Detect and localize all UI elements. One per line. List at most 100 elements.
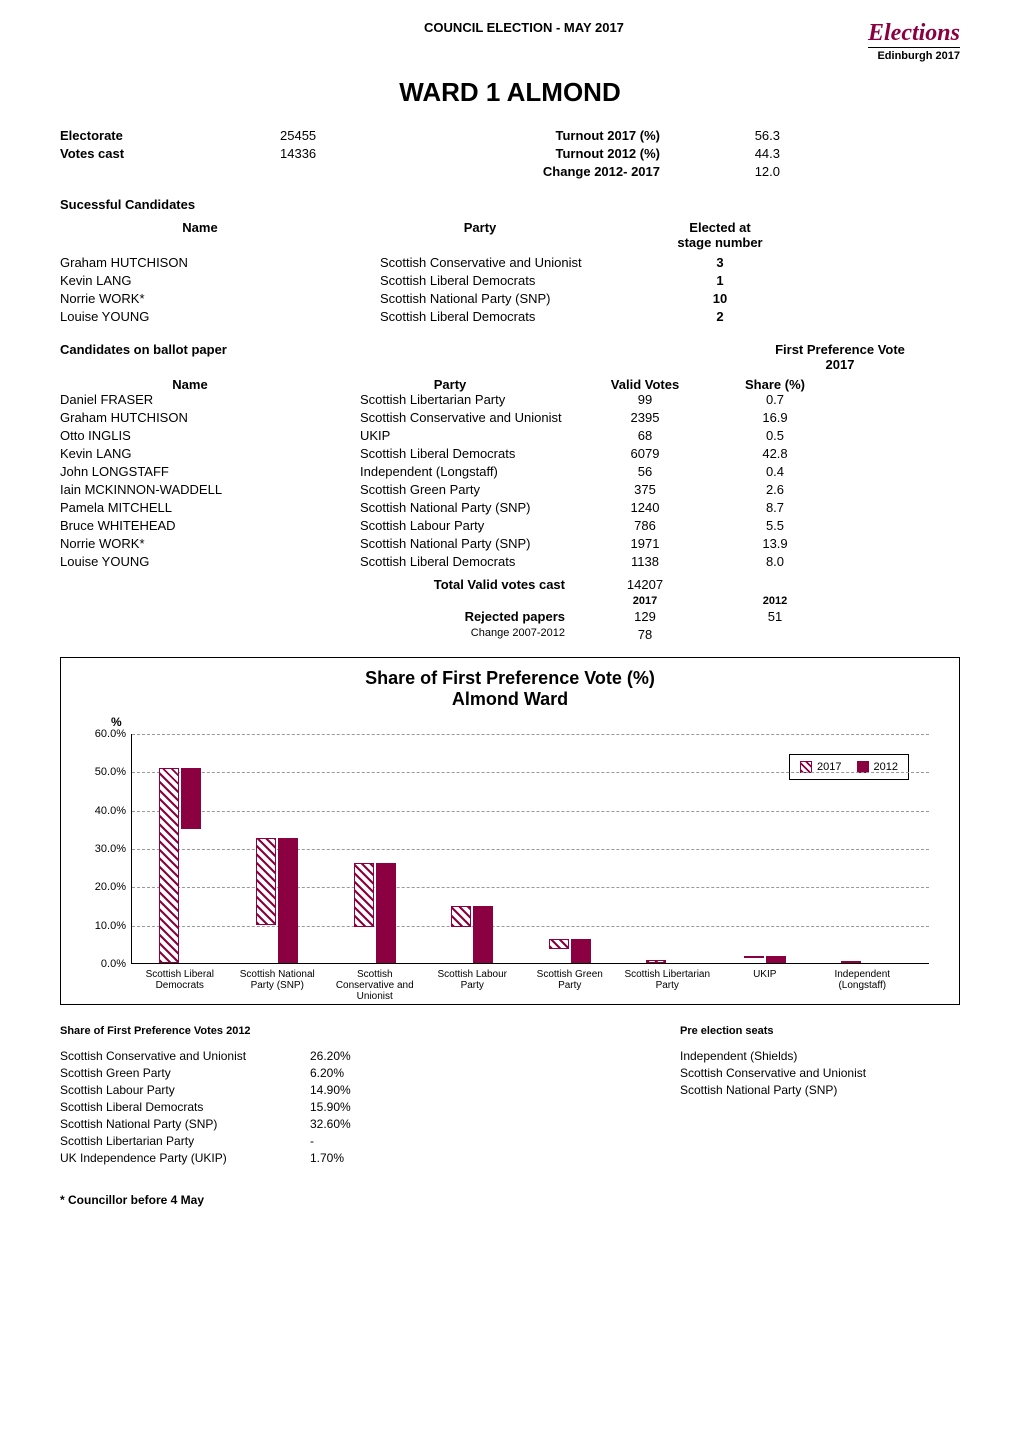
candidate-name: Norrie WORK* bbox=[60, 291, 340, 306]
candidate-votes: 2395 bbox=[580, 410, 710, 425]
candidate-party: Scottish Conservative and Unionist bbox=[320, 410, 580, 425]
bar-group bbox=[646, 960, 666, 963]
party-share: 26.20% bbox=[310, 1049, 390, 1063]
candidate-stage: 3 bbox=[620, 255, 820, 270]
share-2012-heading: Share of First Preference Votes 2012 bbox=[60, 1025, 640, 1037]
total-value: 14207 bbox=[580, 577, 710, 592]
candidate-party: Scottish Liberal Democrats bbox=[320, 554, 580, 569]
table-row: Pamela MITCHELL Scottish National Party … bbox=[60, 500, 960, 515]
x-label: Scottish Liberal Democrats bbox=[135, 969, 225, 991]
party-name: Scottish National Party (SNP) bbox=[60, 1117, 310, 1131]
bar-group bbox=[159, 768, 201, 963]
x-label: Independent (Longstaff) bbox=[817, 969, 907, 991]
candidate-share: 5.5 bbox=[710, 518, 840, 533]
ballot-table: First Preference Vote 2017 Name Party Va… bbox=[60, 377, 960, 642]
table-row: Scottish Liberal Democrats 15.90% bbox=[60, 1100, 640, 1114]
table-row: Norrie WORK* Scottish National Party (SN… bbox=[60, 291, 960, 306]
bh-votes: Valid Votes bbox=[580, 377, 710, 392]
y-tick: 0.0% bbox=[101, 958, 126, 970]
candidate-party: Scottish Liberal Democrats bbox=[320, 446, 580, 461]
bar-2012 bbox=[473, 906, 493, 963]
candidate-share: 2.6 bbox=[710, 482, 840, 497]
y-tick: 10.0% bbox=[95, 920, 126, 932]
candidate-votes: 99 bbox=[580, 392, 710, 407]
bar-group bbox=[549, 939, 591, 963]
sc-col-stage: Elected at stage number bbox=[620, 220, 820, 250]
legend-box-2017-icon bbox=[800, 761, 812, 773]
sc-col-party: Party bbox=[340, 220, 620, 250]
party-name: Scottish Labour Party bbox=[60, 1083, 310, 1097]
party-share: 15.90% bbox=[310, 1100, 390, 1114]
candidate-share: 0.4 bbox=[710, 464, 840, 479]
legend-2017: 2017 bbox=[800, 761, 841, 773]
chart-title-2: Almond Ward bbox=[71, 689, 949, 710]
candidate-votes: 68 bbox=[580, 428, 710, 443]
candidate-share: 8.7 bbox=[710, 500, 840, 515]
table-row: Scottish Conservative and Unionist 26.20… bbox=[60, 1049, 640, 1063]
x-label: Scottish Labour Party bbox=[427, 969, 517, 991]
candidate-votes: 56 bbox=[580, 464, 710, 479]
bar-2017 bbox=[549, 939, 569, 949]
turnout-2012-label: Turnout 2012 (%) bbox=[460, 146, 660, 161]
candidate-share: 0.5 bbox=[710, 428, 840, 443]
party-name: Scottish Liberal Democrats bbox=[60, 1100, 310, 1114]
bar-group bbox=[451, 906, 493, 963]
list-item: Scottish Conservative and Unionist bbox=[680, 1066, 960, 1080]
bar-2012 bbox=[766, 956, 786, 963]
candidate-name: Louise YOUNG bbox=[60, 554, 320, 569]
electorate-label: Electorate bbox=[60, 128, 280, 143]
candidate-party: Scottish Conservative and Unionist bbox=[340, 255, 620, 270]
fp-label: First Preference Vote 2017 bbox=[740, 342, 940, 372]
change-rejected-label: Change 2007-2012 bbox=[60, 627, 580, 642]
chart-area: 0.0%10.0%20.0%30.0%40.0%50.0%60.0% 2017 … bbox=[131, 734, 929, 994]
candidate-party: Independent (Longstaff) bbox=[320, 464, 580, 479]
candidate-share: 13.9 bbox=[710, 536, 840, 551]
table-row: Louise YOUNG Scottish Liberal Democrats … bbox=[60, 554, 960, 569]
list-item: Scottish National Party (SNP) bbox=[680, 1083, 960, 1097]
chart-title-1: Share of First Preference Vote (%) bbox=[71, 668, 949, 689]
bar-2017 bbox=[451, 906, 471, 927]
rejected-2017: 129 bbox=[580, 609, 710, 624]
table-row: Kevin LANG Scottish Liberal Democrats 60… bbox=[60, 446, 960, 461]
bh-name: Name bbox=[60, 377, 320, 392]
logo-main: Elections bbox=[868, 20, 960, 47]
party-name: UK Independence Party (UKIP) bbox=[60, 1151, 310, 1165]
table-row: Graham HUTCHISON Scottish Conservative a… bbox=[60, 255, 960, 270]
pre-election-heading: Pre election seats bbox=[680, 1025, 960, 1037]
candidate-party: Scottish National Party (SNP) bbox=[320, 500, 580, 515]
candidate-name: Kevin LANG bbox=[60, 273, 340, 288]
bh-share: Share (%) bbox=[710, 377, 840, 392]
y-tick: 20.0% bbox=[95, 881, 126, 893]
party-name: Scottish Green Party bbox=[60, 1066, 310, 1080]
bar-2012 bbox=[181, 768, 201, 829]
y-tick: 30.0% bbox=[95, 843, 126, 855]
candidate-votes: 6079 bbox=[580, 446, 710, 461]
candidate-name: Graham HUTCHISON bbox=[60, 410, 320, 425]
bar-group bbox=[744, 956, 786, 963]
party-share: 1.70% bbox=[310, 1151, 390, 1165]
bar-2012 bbox=[571, 939, 591, 963]
bar-2012 bbox=[376, 863, 396, 963]
table-row: Louise YOUNG Scottish Liberal Democrats … bbox=[60, 309, 960, 324]
table-row: Scottish Labour Party 14.90% bbox=[60, 1083, 640, 1097]
bh-party: Party bbox=[320, 377, 580, 392]
candidate-name: Pamela MITCHELL bbox=[60, 500, 320, 515]
candidate-share: 42.8 bbox=[710, 446, 840, 461]
candidate-stage: 2 bbox=[620, 309, 820, 324]
total-label: Total Valid votes cast bbox=[60, 577, 580, 592]
table-row: Scottish National Party (SNP) 32.60% bbox=[60, 1117, 640, 1131]
candidate-votes: 375 bbox=[580, 482, 710, 497]
candidate-name: John LONGSTAFF bbox=[60, 464, 320, 479]
bar-group bbox=[256, 838, 298, 963]
council-title: COUNCIL ELECTION - MAY 2017 bbox=[180, 20, 868, 35]
candidate-votes: 1240 bbox=[580, 500, 710, 515]
x-label: Scottish National Party (SNP) bbox=[232, 969, 322, 991]
candidate-votes: 1971 bbox=[580, 536, 710, 551]
candidate-name: Kevin LANG bbox=[60, 446, 320, 461]
stats-block: Electorate 25455 Turnout 2017 (%) 56.3 V… bbox=[60, 128, 960, 179]
candidate-party: Scottish Libertarian Party bbox=[320, 392, 580, 407]
candidate-party: Scottish National Party (SNP) bbox=[320, 536, 580, 551]
change-label: Change 2012- 2017 bbox=[460, 164, 660, 179]
table-row: UK Independence Party (UKIP) 1.70% bbox=[60, 1151, 640, 1165]
votes-cast-label: Votes cast bbox=[60, 146, 280, 161]
